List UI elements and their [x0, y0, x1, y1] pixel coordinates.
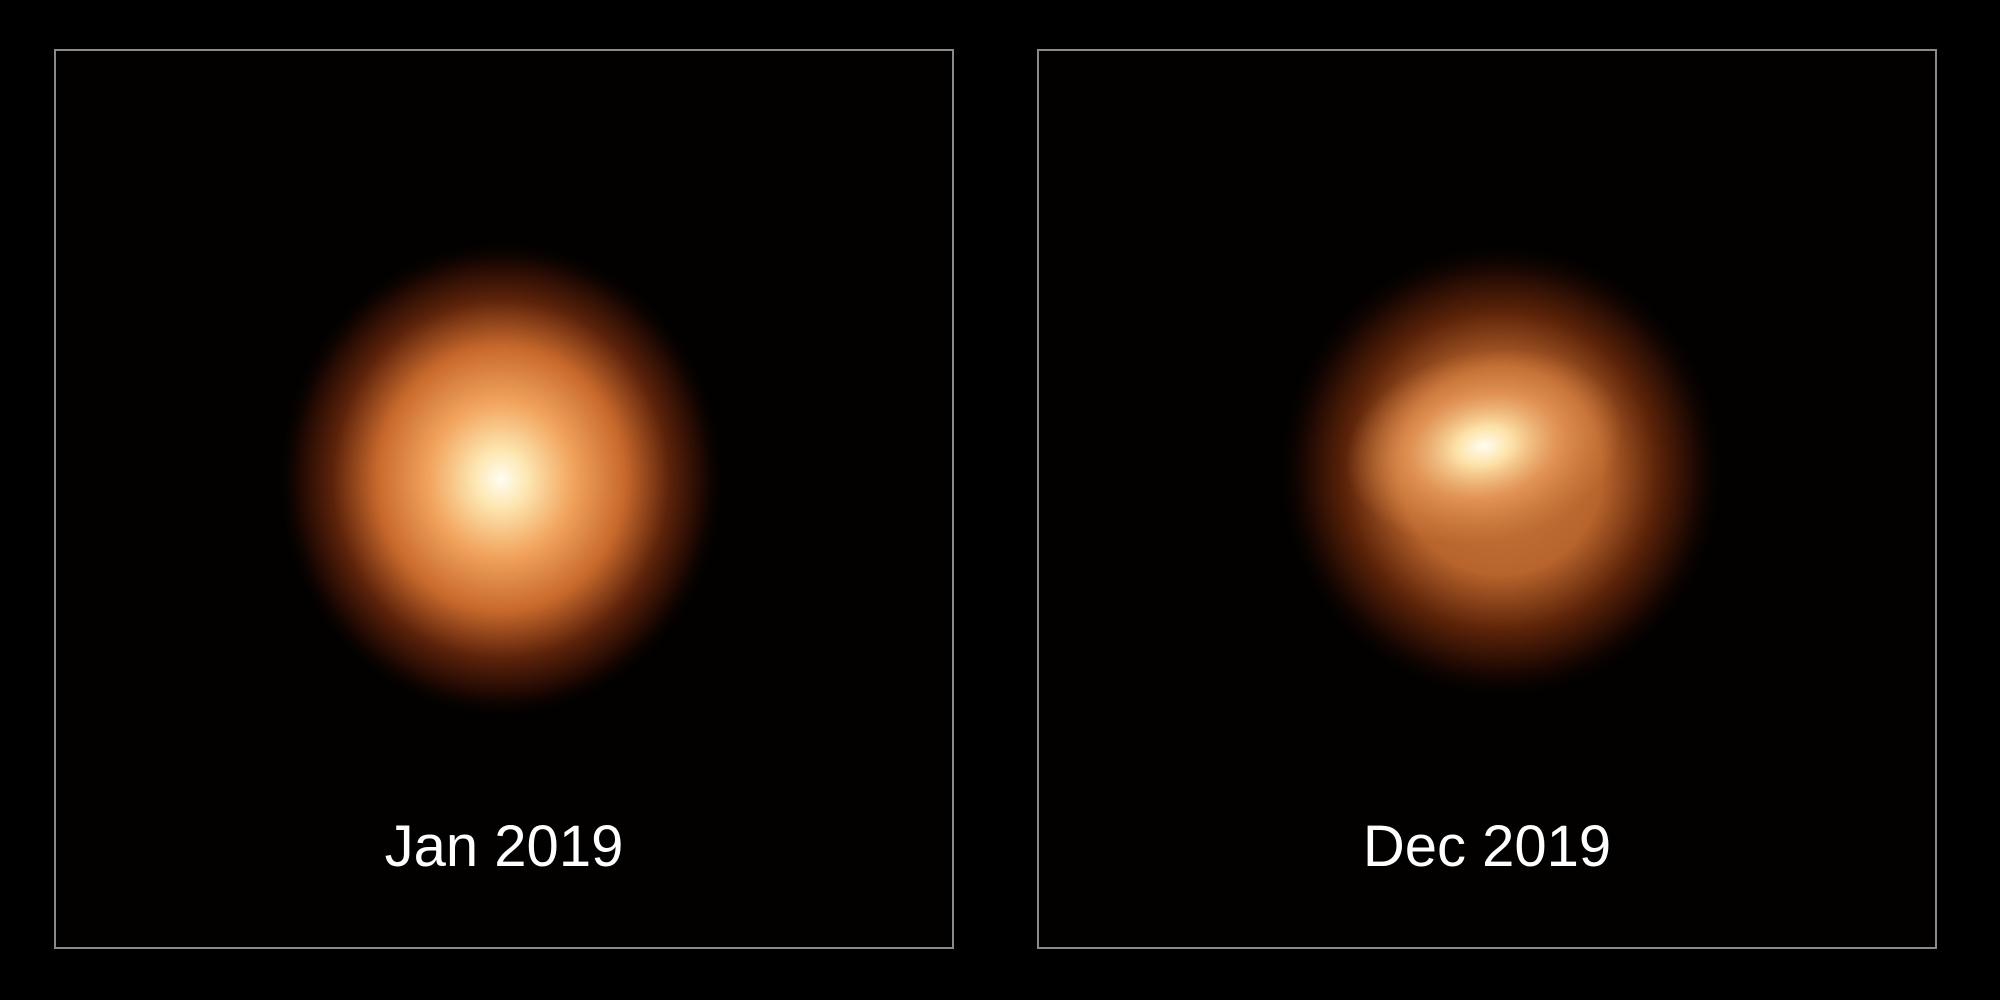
image-panel-jan-2019: Jan 2019	[54, 49, 954, 949]
star-image-dec	[1276, 241, 1726, 701]
star-image-jan	[276, 239, 726, 719]
image-panel-dec-2019: Dec 2019	[1037, 49, 1937, 949]
panel-label: Jan 2019	[384, 814, 624, 879]
star-dec-bright-spot	[1345, 348, 1623, 544]
star-jan	[276, 239, 726, 719]
panel-label: Dec 2019	[1362, 814, 1612, 879]
